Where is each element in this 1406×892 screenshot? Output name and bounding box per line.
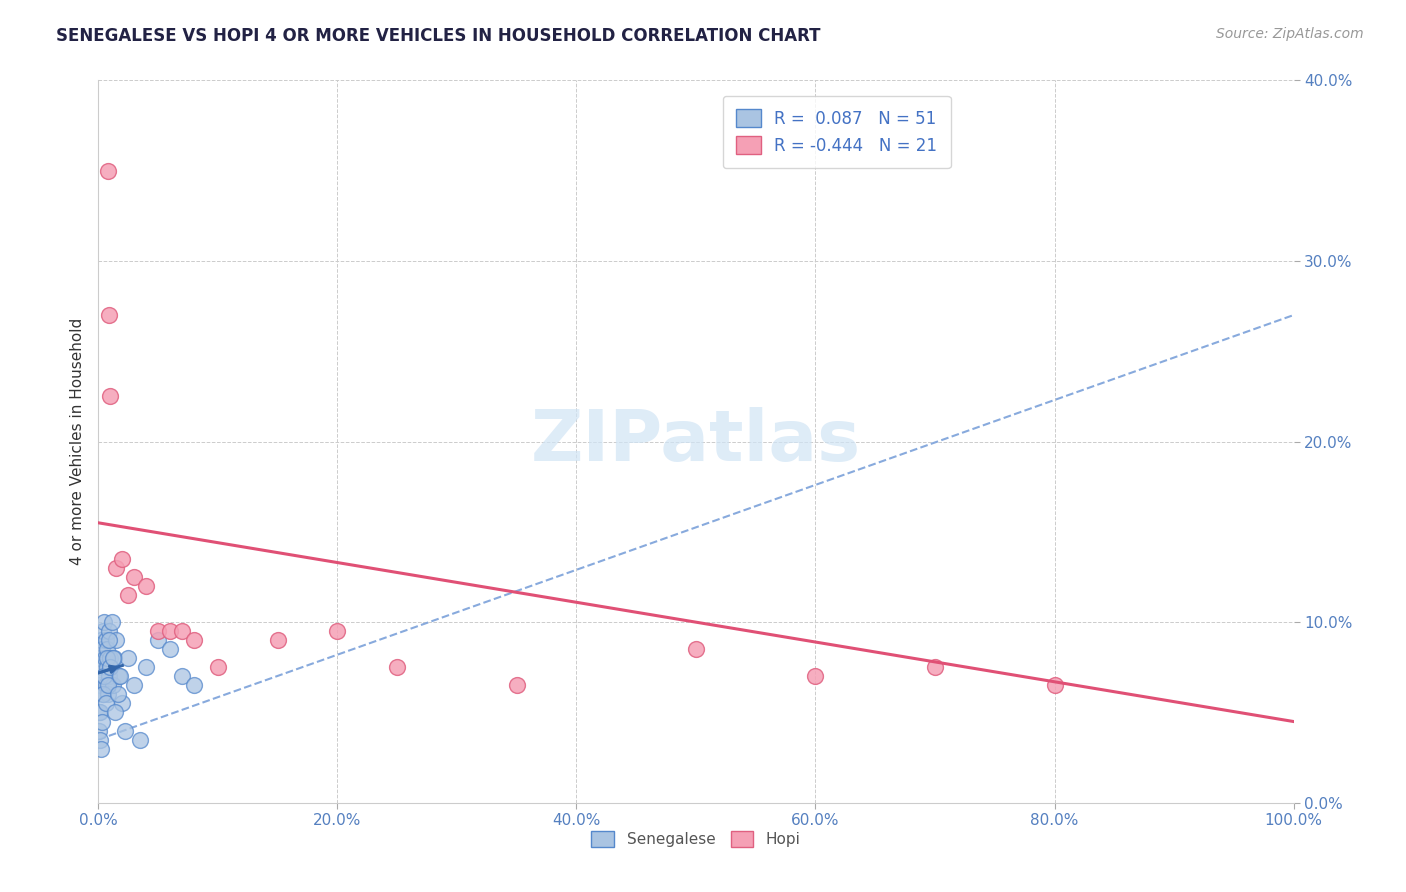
Point (89, 732, 111, 747)
Point (98, 389, 122, 403)
Point (114, 723, 136, 738)
Point (148, 633, 170, 648)
Point (183, 633, 205, 648)
Point (924, 660, 946, 674)
Point (96, 651, 118, 665)
Point (117, 588, 139, 602)
Point (98, 660, 122, 674)
Point (107, 669, 129, 683)
Point (100, 615, 122, 630)
Point (385, 660, 409, 674)
Point (90, 660, 112, 674)
Point (183, 678, 205, 692)
Point (97, 678, 120, 692)
Point (135, 660, 157, 674)
Point (104, 706, 127, 720)
Point (506, 678, 529, 692)
Point (135, 579, 157, 593)
Point (111, 552, 134, 566)
Point (101, 651, 124, 665)
Point (107, 687, 129, 701)
Legend: Senegalese, Hopi: Senegalese, Hopi (585, 825, 807, 853)
Point (159, 642, 181, 657)
Point (267, 633, 290, 648)
Point (98, 633, 121, 648)
Point (93, 669, 115, 683)
Point (89, 651, 111, 665)
Text: Source: ZipAtlas.com: Source: ZipAtlas.com (1216, 27, 1364, 41)
Point (1043, 678, 1066, 692)
Point (91, 687, 114, 701)
Point (94, 651, 117, 665)
Point (172, 624, 194, 639)
Point (129, 732, 152, 747)
Point (89, 678, 111, 692)
Point (101, 678, 124, 692)
Point (685, 642, 707, 657)
Point (105, 633, 128, 648)
Point (87, 723, 110, 738)
Point (207, 660, 229, 674)
Point (105, 561, 128, 575)
Point (108, 669, 131, 683)
Text: ZIPatlas: ZIPatlas (531, 407, 860, 476)
Point (91, 687, 114, 701)
Point (124, 678, 146, 692)
Point (93, 669, 115, 683)
Point (87, 706, 110, 720)
Point (804, 669, 827, 683)
Point (97, 687, 120, 701)
Point (91, 642, 114, 657)
Point (94, 697, 117, 711)
Point (96, 642, 118, 657)
Text: SENEGALESE VS HOPI 4 OR MORE VEHICLES IN HOUSEHOLD CORRELATION CHART: SENEGALESE VS HOPI 4 OR MORE VEHICLES IN… (56, 27, 821, 45)
Point (98, 660, 122, 674)
Point (103, 651, 125, 665)
Point (159, 624, 181, 639)
Point (89, 706, 111, 720)
Point (97, 669, 120, 683)
Point (111, 697, 134, 711)
Point (98, 308, 121, 322)
Point (96, 633, 118, 648)
Point (90, 741, 112, 756)
Y-axis label: 4 or more Vehicles in Household: 4 or more Vehicles in Household (69, 318, 84, 566)
Point (124, 570, 146, 584)
Point (94, 678, 117, 692)
Point (172, 669, 194, 683)
Point (90, 633, 112, 648)
Point (148, 624, 170, 639)
Point (91, 714, 114, 729)
Point (91, 624, 114, 639)
Point (98, 651, 121, 665)
Point (326, 624, 349, 639)
Point (93, 615, 115, 630)
Point (97, 163, 120, 178)
Point (96, 660, 118, 674)
Point (98, 624, 121, 639)
Point (117, 651, 139, 665)
